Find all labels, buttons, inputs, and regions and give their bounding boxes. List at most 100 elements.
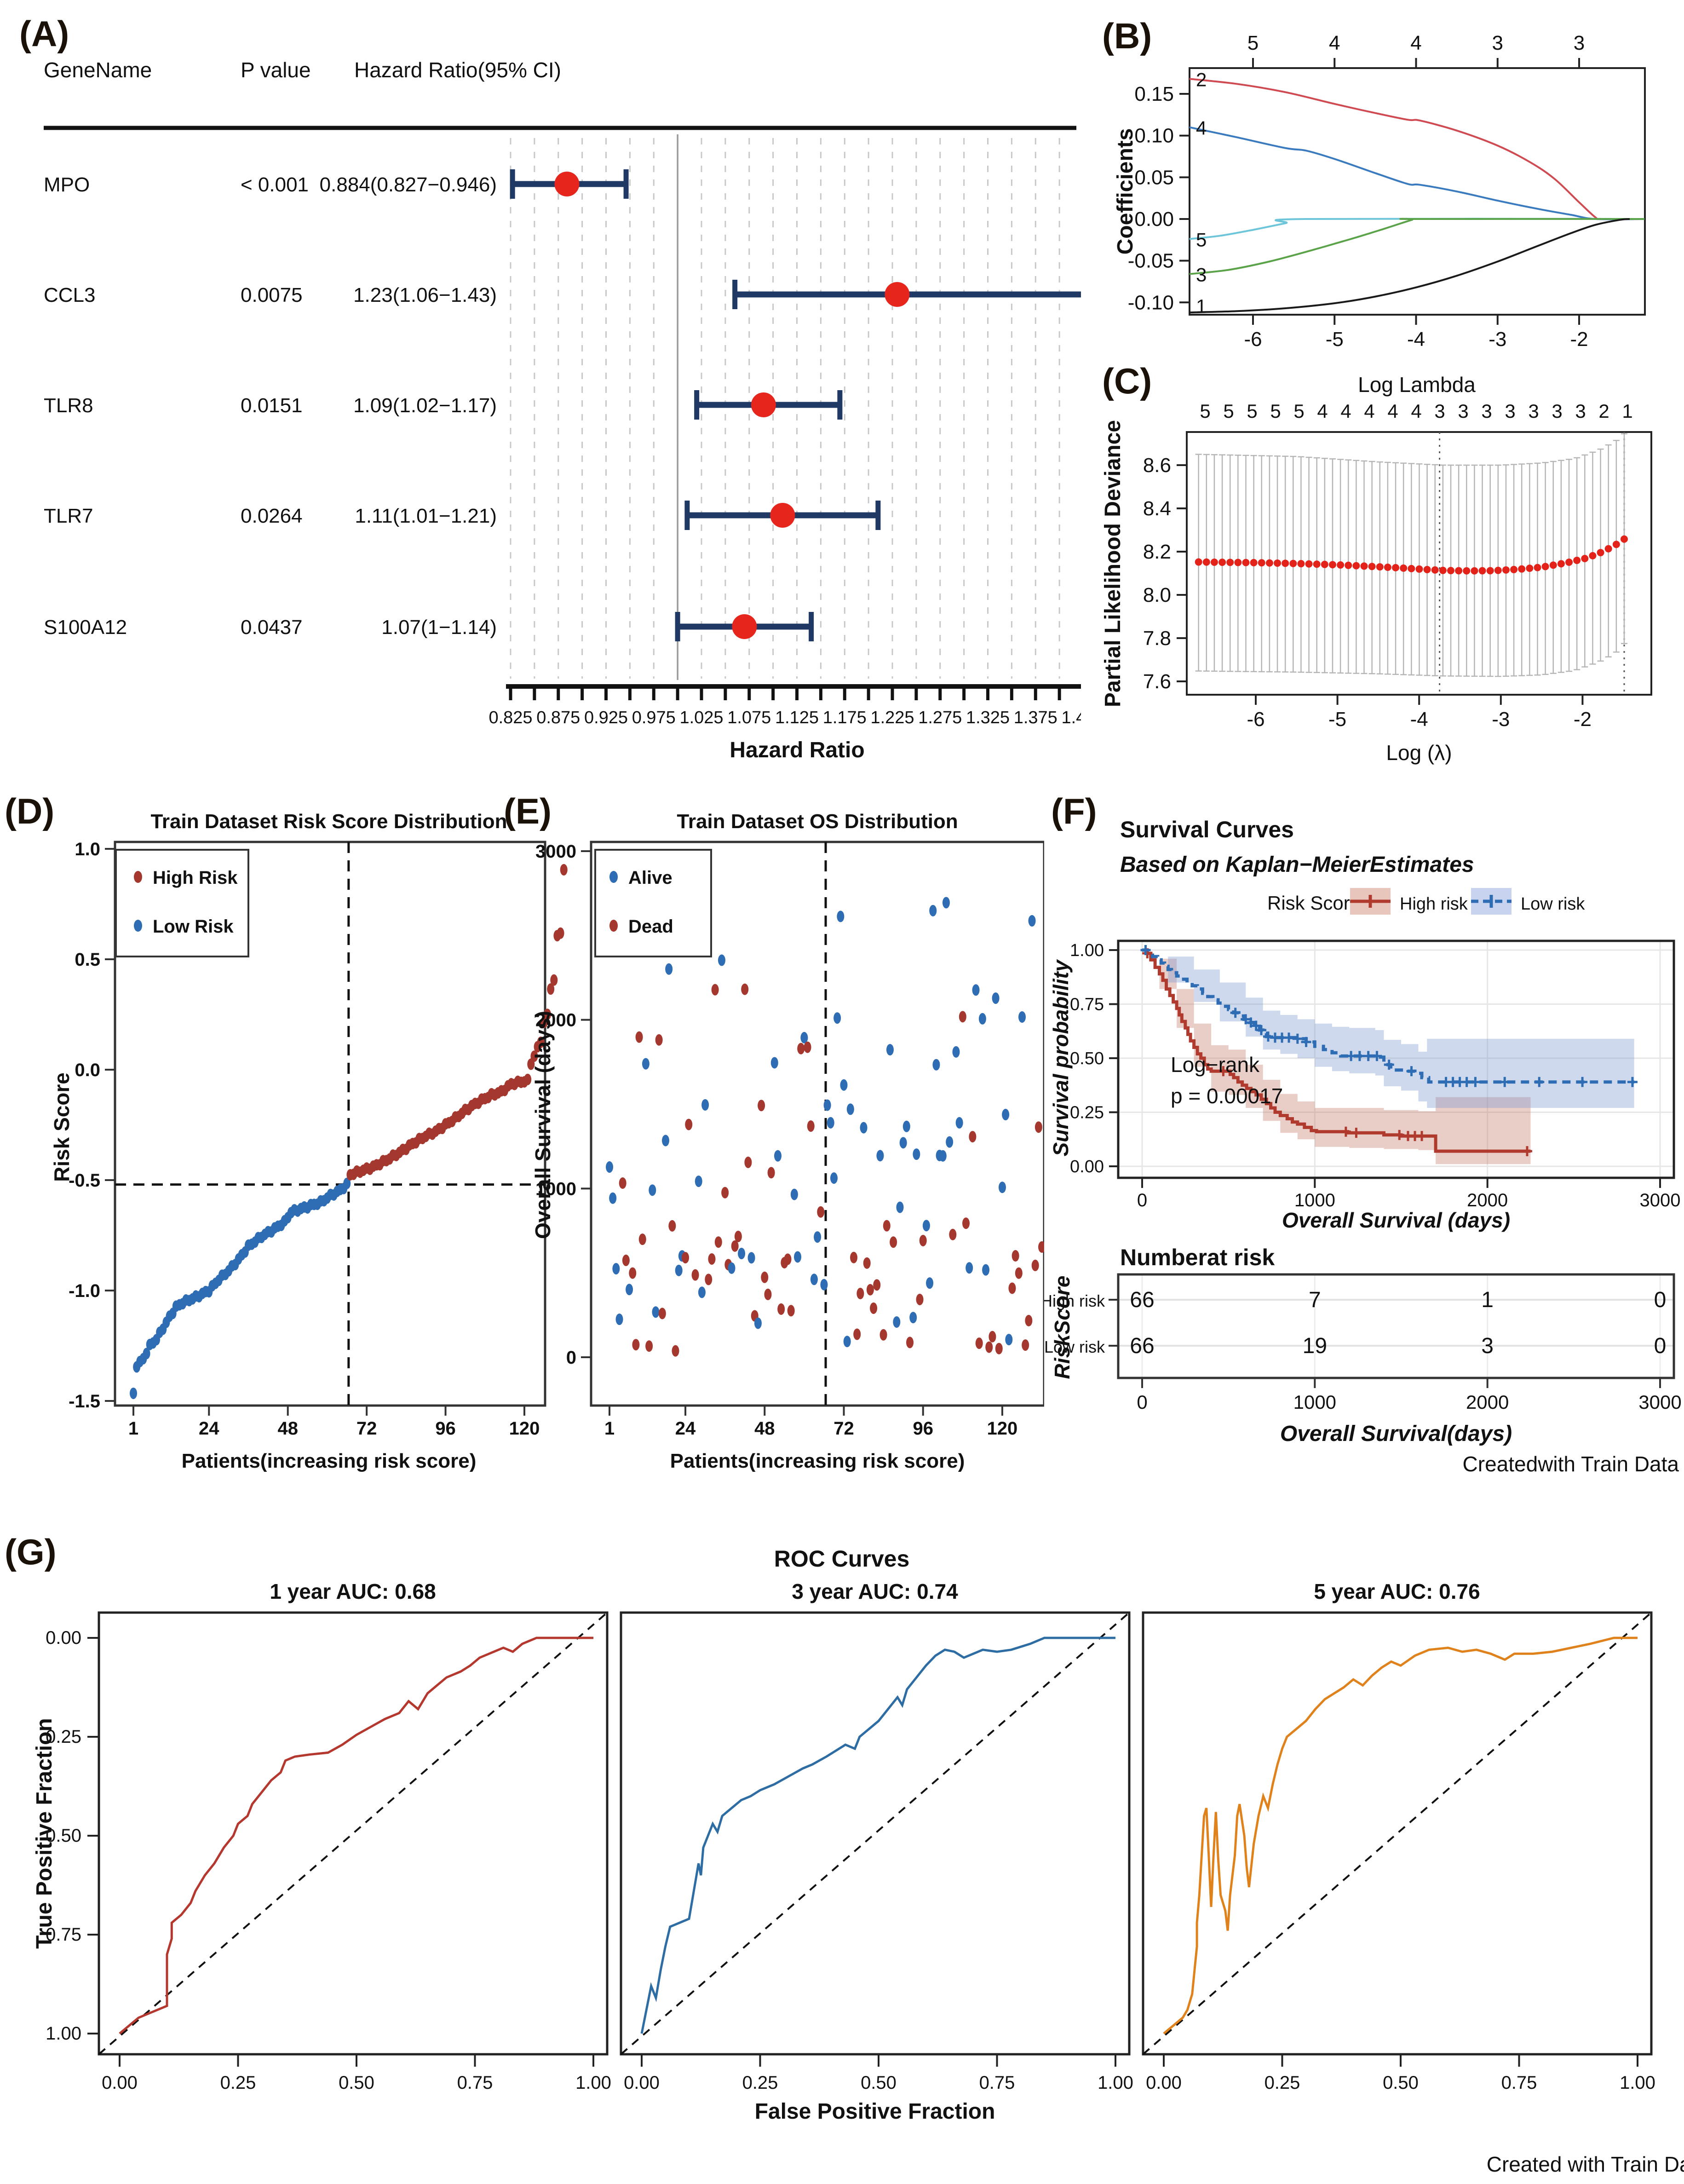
os-point <box>698 1286 706 1298</box>
tick-label: 7.8 <box>1143 627 1171 650</box>
panel-label-g: (G) <box>5 1532 57 1572</box>
tick-label: 4 <box>1387 400 1398 422</box>
tick-label: 5 <box>1270 400 1281 422</box>
panel-label-b: (B) <box>1102 16 1152 56</box>
tick-label: 3 <box>1492 32 1503 54</box>
os-point <box>929 905 937 916</box>
tick-label: 0.00 <box>1146 2073 1182 2093</box>
tick-label: -0.10 <box>1128 291 1174 314</box>
tick-label: 4 <box>1317 400 1328 422</box>
tick-label: 1.275 <box>918 708 962 727</box>
panel-bc-lasso: -6 5 -5 4 -4 4 -3 3 -2 3 0.15 0.10 0.05 0.00 -0.05 -0.1… <box>1101 16 1652 765</box>
tick-label: 4 <box>1411 400 1421 422</box>
os-point <box>652 1306 660 1318</box>
tick-label: 96 <box>435 1418 456 1439</box>
hr-point <box>885 282 910 307</box>
hr-ci: 1.11(1.01−1.21) <box>355 505 497 527</box>
at-risk-count: 7 <box>1309 1288 1321 1312</box>
coef-curve-2 <box>1189 78 1644 220</box>
os-point <box>814 1231 822 1243</box>
coef-curve-3 <box>1189 218 1644 275</box>
tick-label: 1 <box>604 1418 615 1439</box>
os-point <box>830 1172 838 1184</box>
tick-label: 2000 <box>1466 1391 1509 1413</box>
risk-point <box>143 1348 150 1360</box>
panel-label-e: (E) <box>504 791 552 831</box>
tick-label: -1.0 <box>69 1281 100 1301</box>
tick-label: 4 <box>1410 32 1421 54</box>
os-point <box>705 1274 713 1285</box>
tick-label: 96 <box>913 1418 933 1439</box>
os-point <box>632 1339 640 1351</box>
os-point <box>695 1176 702 1187</box>
os-point <box>919 1234 927 1246</box>
tick-label: -2 <box>1574 708 1592 731</box>
tick-label: 24 <box>675 1418 696 1439</box>
tick-label: 24 <box>199 1418 219 1439</box>
tick-label: 120 <box>509 1418 540 1439</box>
logrank-line1: Log−rank <box>1171 1053 1260 1077</box>
panel-a-forest-plot: 0.825 0.875 0.925 0.975 1.025 1.075 1.125 1.175… <box>19 13 1081 762</box>
tick-label: 0.00 <box>102 2073 138 2093</box>
low-risk-ci-band <box>1142 950 1634 1108</box>
tick-label: -6 <box>1244 328 1262 351</box>
risk-dist-xlabel: Patients(increasing risk score) <box>182 1450 477 1472</box>
os-point <box>902 1120 910 1132</box>
os-point <box>807 1120 815 1132</box>
alive-legend-label: Alive <box>628 868 672 888</box>
os-point <box>691 1269 699 1281</box>
os-point <box>890 1236 897 1248</box>
os-point <box>820 1279 828 1291</box>
lasso-cv-deviance: 5 5 5 5 5 4 4 4 4 4 3 3 3 3 3 3 3 2 1-6 -5 -4 -3 -28.68.48.28.… <box>1143 400 1652 731</box>
cv-xlabel: Log (λ) <box>1386 741 1452 765</box>
tick-label: 72 <box>833 1418 854 1439</box>
os-point <box>893 1316 901 1328</box>
os-point <box>876 1150 884 1162</box>
tick-label: 1.0 <box>75 839 100 859</box>
tick-label: 0.825 <box>489 708 532 727</box>
tick-label: 0.75 <box>457 2073 493 2093</box>
os-point <box>655 1034 663 1046</box>
tick-label: 0.25 <box>1264 2073 1300 2093</box>
os-point <box>728 1262 736 1274</box>
km-legend-high: High risk <box>1350 888 1468 915</box>
tick-label: 1.00 <box>575 2073 611 2093</box>
tick-label: 0.05 <box>1134 166 1174 189</box>
os-point <box>833 1012 841 1024</box>
os-point <box>675 1264 683 1276</box>
os-point <box>896 1201 904 1213</box>
tick-label: 3 <box>1434 400 1445 422</box>
tick-label: 0.50 <box>46 1826 81 1846</box>
forest-gridlines <box>510 134 1060 680</box>
km-ylabel: Survival probability <box>1049 959 1073 1156</box>
tick-label: 0.00 <box>1134 208 1174 231</box>
tick-label: 0.25 <box>742 2073 778 2093</box>
os-point <box>744 1156 752 1168</box>
os-point <box>870 1302 878 1314</box>
os-point <box>840 1079 848 1091</box>
table-row-low-label: Low risk <box>1044 1337 1105 1356</box>
tick-label: 0.00 <box>1070 1157 1104 1176</box>
col-genename: GeneName <box>44 58 152 82</box>
number-at-risk-table: 66 7 1 0 66 19 3 0 0 1000 2000 3000 <box>1109 1273 1682 1413</box>
os-point <box>668 1220 676 1232</box>
roc-train-data-credit: Created with Train Data <box>1487 2152 1684 2176</box>
tick-label: 0.25 <box>220 2073 256 2093</box>
os-point <box>946 1136 954 1148</box>
km-high-label: High risk <box>1400 894 1468 914</box>
forest-xlabel: Hazard Ratio <box>730 738 864 762</box>
os-point <box>738 1248 746 1260</box>
os-point <box>962 1217 970 1229</box>
os-point <box>711 984 719 996</box>
os-point <box>817 1206 825 1218</box>
tick-label: -2 <box>1570 328 1588 351</box>
coef-ylabel: Coefficients <box>1113 128 1138 255</box>
tick-label: 3000 <box>1639 1190 1680 1210</box>
logrank-line2: p = 0.00017 <box>1171 1084 1283 1108</box>
os-point <box>754 1317 762 1329</box>
os-point <box>767 1167 775 1179</box>
os-point <box>992 992 1000 1004</box>
os-point <box>952 1046 960 1058</box>
hr-ci: 0.884(0.827−0.946) <box>320 173 497 196</box>
tick-label: 0.925 <box>584 708 628 727</box>
